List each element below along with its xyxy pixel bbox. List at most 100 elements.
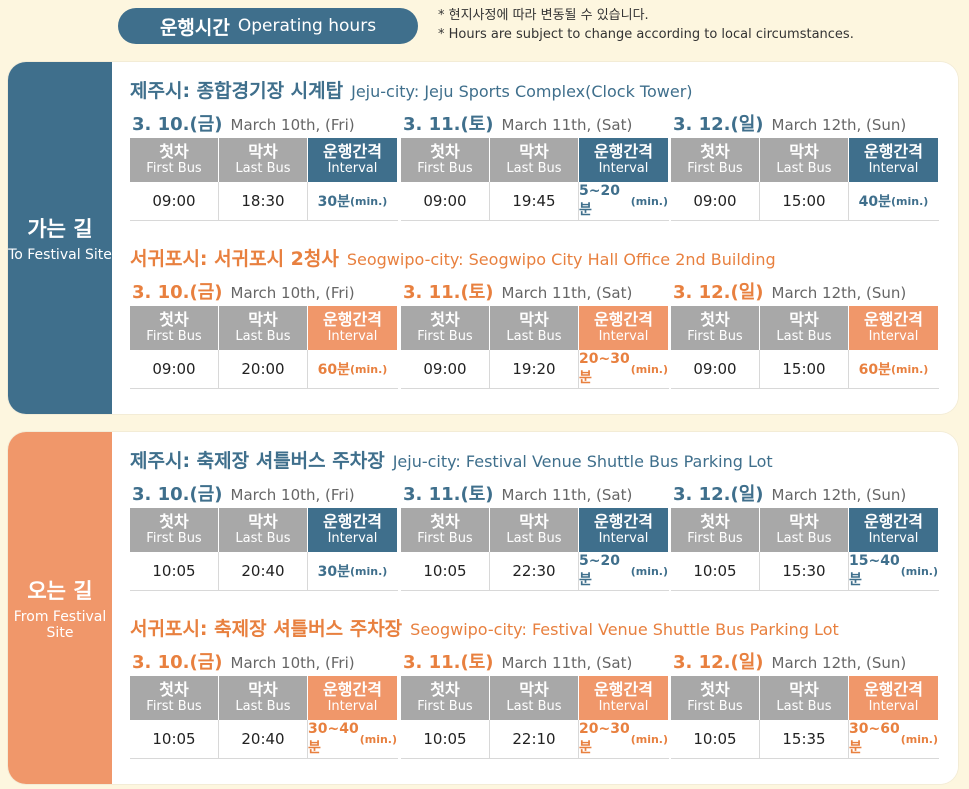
- day-schedule: 3. 12.(일) March 12th, (Sun) 첫차 First Bus 막차 L…: [671, 480, 939, 610]
- route-title: 서귀포시: 축제장 셔틀버스 주차장 Seogwipo-city: Festiva…: [130, 614, 839, 640]
- first-bus-header: 첫차 First Bus: [671, 306, 760, 350]
- first-bus-header-en: First Bus: [417, 699, 473, 714]
- interval-header: 운행간격 Interval: [579, 508, 668, 552]
- table-header-row: 첫차 First Bus 막차 Last Bus 운행간격 Interval: [671, 138, 939, 182]
- day-label-ko: 3. 10.(금): [132, 282, 223, 303]
- interval-header-en: Interval: [868, 531, 919, 546]
- title-pill: 운행시간 Operating hours: [118, 8, 418, 44]
- schedule-table: 첫차 First Bus 막차 Last Bus 운행간격 Interval 10:05 22…: [401, 508, 669, 591]
- table-row: 10:05 15:30 15~40분 (min.): [671, 552, 939, 591]
- last-bus-header-en: Last Bus: [235, 329, 291, 344]
- first-bus-header-en: First Bus: [146, 329, 202, 344]
- interval-header: 운행간격 Interval: [308, 306, 397, 350]
- last-bus-header-ko: 막차: [248, 680, 278, 699]
- interval-value: 30~40분 (min.): [308, 720, 397, 758]
- side-label-ko: 가는 길: [27, 217, 93, 241]
- last-bus-header-en: Last Bus: [506, 699, 562, 714]
- first-bus-time: 09:00: [130, 182, 219, 220]
- last-bus-time: 15:00: [760, 350, 849, 388]
- interval-number: 30~40분: [308, 721, 359, 756]
- first-bus-header-ko: 첫차: [430, 310, 460, 329]
- table-header-row: 첫차 First Bus 막차 Last Bus 운행간격 Interval: [671, 508, 939, 552]
- notice: * 현지사정에 따라 변동될 수 있습니다. * Hours are subje…: [438, 6, 854, 44]
- last-bus-time: 15:35: [760, 720, 849, 758]
- day-label-en: March 11th, (Sat): [501, 486, 633, 504]
- first-bus-header-ko: 첫차: [430, 512, 460, 531]
- interval-header-en: Interval: [598, 531, 649, 546]
- first-bus-header: 첫차 First Bus: [130, 306, 219, 350]
- interval-number: 40분: [858, 194, 892, 210]
- interval-header: 운행간격 Interval: [849, 676, 938, 720]
- day-label-en: March 10th, (Fri): [230, 654, 355, 672]
- first-bus-header-en: First Bus: [417, 531, 473, 546]
- day-schedule: 3. 11.(토) March 11th, (Sat) 첫차 First Bus 막차 L…: [401, 648, 669, 778]
- last-bus-header: 막차 Last Bus: [760, 306, 849, 350]
- first-bus-header-en: First Bus: [687, 329, 743, 344]
- table-row: 09:00 19:20 20~30분 (min.): [401, 350, 669, 389]
- first-bus-time: 10:05: [671, 720, 760, 758]
- schedule-table: 첫차 First Bus 막차 Last Bus 운행간격 Interval 10:05 15…: [671, 676, 939, 759]
- day-label-en: March 10th, (Fri): [230, 116, 355, 134]
- first-bus-header-ko: 첫차: [159, 512, 189, 531]
- first-bus-time: 10:05: [671, 552, 760, 590]
- day-label: 3. 10.(금) March 10th, (Fri): [132, 648, 355, 673]
- interval-header-en: Interval: [327, 531, 378, 546]
- last-bus-header-ko: 막차: [789, 310, 819, 329]
- first-bus-header: 첫차 First Bus: [401, 676, 490, 720]
- interval-unit: (min.): [630, 194, 668, 208]
- last-bus-header-en: Last Bus: [776, 161, 832, 176]
- first-bus-header-ko: 첫차: [430, 142, 460, 161]
- day-columns: 3. 10.(금) March 10th, (Fri) 첫차 First Bus 막차 L…: [130, 278, 940, 408]
- last-bus-time: 20:00: [219, 350, 308, 388]
- table-header-row: 첫차 First Bus 막차 Last Bus 운행간격 Interval: [401, 508, 669, 552]
- first-bus-header-ko: 첫차: [700, 680, 730, 699]
- first-bus-time: 09:00: [401, 350, 490, 388]
- last-bus-header-ko: 막차: [789, 512, 819, 531]
- table-header-row: 첫차 First Bus 막차 Last Bus 운행간격 Interval: [130, 306, 398, 350]
- schedule-table: 첫차 First Bus 막차 Last Bus 운행간격 Interval 10:05 22…: [401, 676, 669, 759]
- interval-header-ko: 운행간격: [323, 512, 382, 531]
- schedule-table: 첫차 First Bus 막차 Last Bus 운행간격 Interval 09:00 19…: [401, 306, 669, 389]
- interval-unit: (min.): [350, 564, 388, 578]
- last-bus-time: 15:00: [760, 182, 849, 220]
- interval-value: 40분 (min.): [849, 182, 938, 220]
- day-label-ko: 3. 11.(토): [403, 282, 494, 303]
- first-bus-header: 첫차 First Bus: [401, 306, 490, 350]
- last-bus-header: 막차 Last Bus: [490, 676, 579, 720]
- last-bus-time: 19:20: [490, 350, 579, 388]
- table-row: 09:00 20:00 60분 (min.): [130, 350, 398, 389]
- interval-number: 15~40분: [849, 553, 900, 588]
- table-row: 09:00 18:30 30분 (min.): [130, 182, 398, 221]
- route-title-ko: 서귀포시: 축제장 셔틀버스 주차장: [130, 618, 403, 640]
- page-title-en: Operating hours: [237, 16, 377, 36]
- header: 운행시간 Operating hours * 현지사정에 따라 변동될 수 있습…: [118, 6, 958, 46]
- table-row: 10:05 20:40 30~40분 (min.): [130, 720, 398, 759]
- first-bus-header-ko: 첫차: [700, 512, 730, 531]
- last-bus-time: 20:40: [219, 552, 308, 590]
- table-header-row: 첫차 First Bus 막차 Last Bus 운행간격 Interval: [401, 306, 669, 350]
- interval-unit: (min.): [350, 194, 388, 208]
- interval-header-ko: 운행간격: [864, 680, 923, 699]
- interval-header-ko: 운행간격: [864, 142, 923, 161]
- route-title-en: Seogwipo-city: Festival Venue Shuttle Bu…: [410, 620, 839, 639]
- table-row: 09:00 15:00 40분 (min.): [671, 182, 939, 221]
- first-bus-header-ko: 첫차: [700, 142, 730, 161]
- interval-header: 운행간격 Interval: [308, 508, 397, 552]
- interval-header-ko: 운행간격: [323, 680, 382, 699]
- last-bus-header-en: Last Bus: [776, 699, 832, 714]
- interval-header: 운행간격 Interval: [308, 676, 397, 720]
- day-schedule: 3. 11.(토) March 11th, (Sat) 첫차 First Bus 막차 L…: [401, 278, 669, 408]
- first-bus-header: 첫차 First Bus: [671, 138, 760, 182]
- first-bus-header-en: First Bus: [687, 531, 743, 546]
- schedule-content: 제주시: 축제장 셔틀버스 주차장 Jeju-city: Festival Ven…: [112, 432, 958, 784]
- interval-value: 60분 (min.): [308, 350, 397, 388]
- table-header-row: 첫차 First Bus 막차 Last Bus 운행간격 Interval: [401, 138, 669, 182]
- interval-value: 15~40분 (min.): [849, 552, 938, 590]
- interval-unit: (min.): [630, 362, 668, 376]
- day-label-en: March 11th, (Sat): [501, 284, 633, 302]
- side-label-en: From Festival Site: [13, 609, 107, 641]
- first-bus-time: 10:05: [130, 720, 219, 758]
- day-label: 3. 10.(금) March 10th, (Fri): [132, 480, 355, 505]
- table-header-row: 첫차 First Bus 막차 Last Bus 운행간격 Interval: [671, 306, 939, 350]
- day-schedule: 3. 11.(토) March 11th, (Sat) 첫차 First Bus 막차 L…: [401, 480, 669, 610]
